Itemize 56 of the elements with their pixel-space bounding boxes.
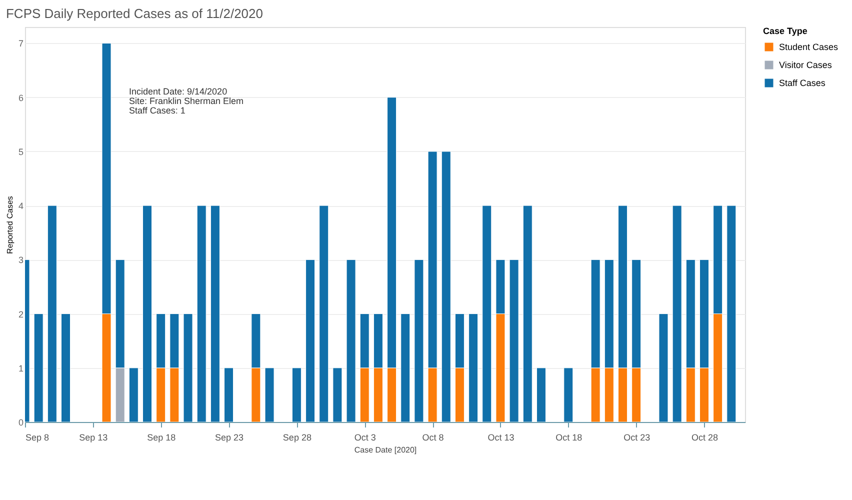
bar (224, 368, 234, 422)
annotation: Incident Date: 9/14/2020 (129, 86, 228, 97)
bar (332, 368, 342, 422)
x-tick-label: Sep 28 (282, 432, 312, 442)
chart-title: FCPS Daily Reported Cases as of 11/2/2020 (6, 6, 264, 21)
annotation: Site: Franklin Sherman Elem (129, 96, 244, 106)
x-tick-label: Oct 8 (422, 432, 444, 442)
legend-label: Visitor Cases (779, 60, 832, 70)
y-axis-title: Reported Cases (5, 196, 14, 254)
y-tick-label: 3 (18, 255, 24, 266)
y-tick-label: 2 (18, 309, 24, 320)
x-tick-label: Oct 18 (556, 432, 582, 442)
y-tick-label: 4 (18, 201, 24, 212)
bar (509, 259, 519, 422)
bar (564, 368, 574, 422)
bar (183, 314, 193, 422)
bar (400, 314, 410, 422)
bar (210, 205, 220, 422)
bar (264, 368, 274, 422)
annotation: Staff Cases: 1 (129, 105, 186, 116)
bar (196, 205, 206, 422)
x-tick-label: Sep 8 (26, 432, 50, 442)
bar (482, 205, 492, 422)
bar (441, 151, 451, 422)
legend-title: Case Type (763, 26, 808, 36)
bar (414, 259, 424, 422)
x-tick-label: Oct 13 (488, 432, 514, 442)
legend-label: Staff Cases (779, 78, 826, 88)
x-tick-label: Oct 3 (354, 432, 376, 442)
x-tick-label: Sep 18 (147, 432, 176, 442)
y-tick-label: 1 (18, 363, 24, 374)
bar (522, 205, 532, 422)
x-axis-title: Case Date [2020] (354, 446, 417, 454)
bar (672, 205, 682, 422)
x-tick-label: Sep 23 (215, 432, 244, 442)
y-tick-label: 5 (18, 146, 24, 157)
bar (61, 314, 71, 422)
y-tick-label: 6 (18, 92, 24, 103)
bar (128, 368, 138, 422)
bar (319, 205, 329, 422)
legend-label: Student Cases (779, 42, 839, 52)
bar (292, 368, 302, 422)
bar (47, 205, 57, 422)
x-tick-label: Oct 23 (624, 432, 650, 442)
bar (306, 259, 316, 422)
x-tick-label: Oct 28 (691, 432, 718, 442)
y-tick-label: 0 (18, 418, 24, 428)
x-tick-label: Sep 13 (79, 432, 108, 442)
bar (468, 314, 478, 422)
bar (658, 314, 668, 422)
bar (536, 368, 546, 422)
bar (726, 205, 736, 422)
bar (142, 205, 152, 422)
y-tick-label: 7 (18, 38, 24, 49)
bar (346, 259, 356, 422)
bar (34, 314, 44, 422)
